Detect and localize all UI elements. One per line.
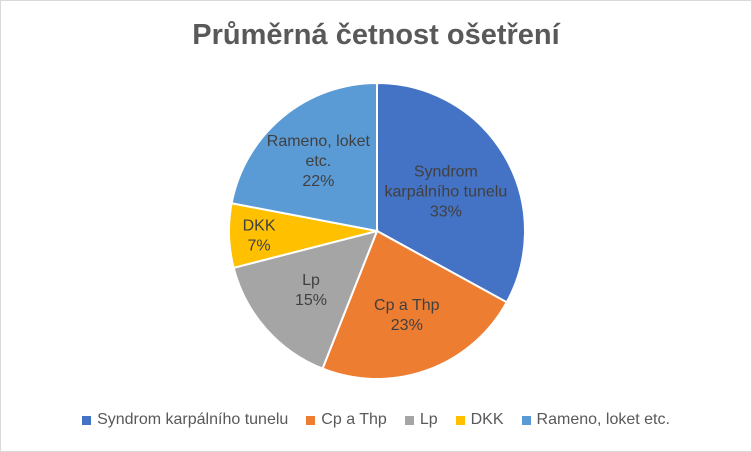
legend-label: DKK [470, 411, 504, 428]
pie-slice-1 [376, 81, 526, 304]
legend-item-4: DKK [455, 411, 504, 429]
pie-slice-3 [232, 229, 379, 370]
legend-item-3: Lp [404, 411, 438, 429]
legend-label: Cp a Thp [321, 411, 387, 428]
legend-swatch [82, 415, 92, 425]
legend-item-5: Rameno, loket etc. [521, 411, 670, 429]
legend-swatch [306, 415, 316, 425]
data-label-3: Lp 15% [295, 272, 327, 309]
chart-title: Průměrná četnost ošetření [192, 19, 560, 51]
legend-label: Lp [419, 411, 438, 428]
legend-swatch [455, 415, 465, 425]
legend-item-2: Cp a Thp [306, 411, 387, 429]
legend-label: Rameno, loket etc. [536, 411, 670, 428]
legend-item-1: Syndrom karpálního tunelu [82, 411, 288, 429]
data-label-4: DKK 7% [243, 218, 276, 255]
pie-slice-5 [230, 81, 378, 233]
legend: Syndrom karpálního tunelu Cp a Thp Lp DKK Ra… [1, 411, 751, 429]
pie-slice-2 [321, 229, 509, 380]
data-label-2: Cp a Thp 23% [374, 297, 440, 334]
legend-swatch [521, 415, 531, 425]
legend-label: Syndrom karpálního tunelu [97, 411, 289, 428]
legend-swatch [404, 415, 414, 425]
data-label-1: Syndrom karpálního tunelu 33% [384, 163, 507, 220]
data-label-5: Rameno, loket etc. 22% [267, 133, 371, 190]
